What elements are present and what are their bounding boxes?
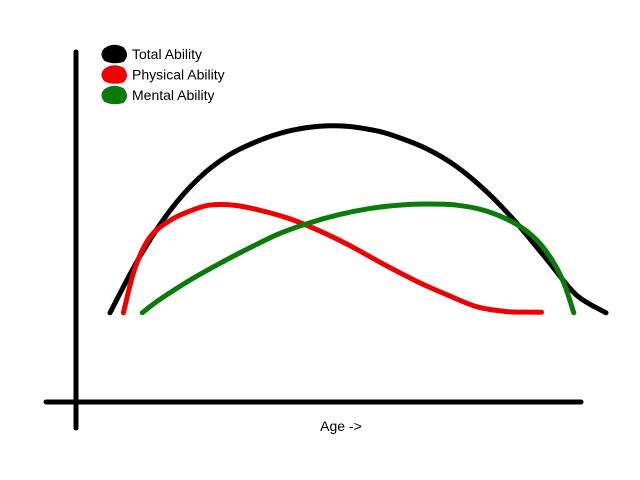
legend-swatch-mental-ability (101, 85, 127, 105)
series-layer (107, 123, 609, 316)
legend: Total Ability Physical Ability Mental Abil… (101, 44, 225, 105)
legend-label-total-ability: Total Ability (132, 46, 202, 62)
legend-label-mental-ability: Mental Ability (132, 87, 214, 103)
legend-item-physical-ability: Physical Ability (101, 65, 225, 84)
series-line-mental-ability (139, 201, 577, 316)
legend-label-physical-ability: Physical Ability (132, 67, 225, 83)
legend-swatch-total-ability (101, 44, 127, 64)
series-line-physical-ability (120, 202, 544, 316)
legend-swatch-physical-ability (101, 65, 127, 84)
x-axis-label: Age -> (320, 418, 362, 434)
axes (43, 49, 584, 431)
legend-item-total-ability: Total Ability (101, 44, 202, 64)
legend-item-mental-ability: Mental Ability (101, 85, 214, 105)
